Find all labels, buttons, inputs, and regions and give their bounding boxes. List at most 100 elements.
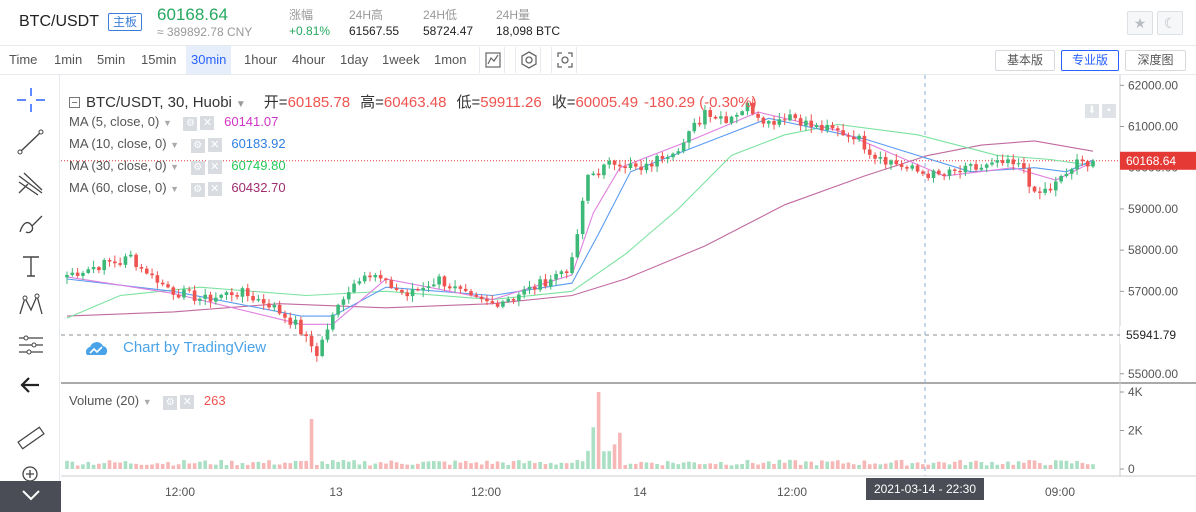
- close-icon[interactable]: ✕: [200, 116, 215, 130]
- volume-bar: [102, 463, 107, 469]
- ruler-tool[interactable]: [14, 423, 48, 453]
- candlestick-chart[interactable]: 62000.0061000.0060000.0059000.0058000.00…: [61, 75, 1196, 512]
- collapse-square-icon[interactable]: [69, 96, 80, 108]
- text-tool[interactable]: [14, 251, 48, 281]
- candle-body: [299, 319, 303, 335]
- scroll-down-button[interactable]: ⬇: [1085, 104, 1099, 118]
- close-icon[interactable]: ✕: [207, 138, 222, 152]
- volume-bar: [543, 464, 548, 469]
- volume-bar: [128, 463, 133, 469]
- gear-icon[interactable]: ⚙: [190, 139, 205, 153]
- stat-24h-volume: 24H量 18,098 BTC: [496, 6, 560, 38]
- timeframe-4hour[interactable]: 4hour: [292, 52, 326, 67]
- volume-bar: [655, 463, 659, 469]
- fib-fan-tool[interactable]: [14, 168, 48, 198]
- timeframe-1min[interactable]: 1min: [54, 52, 83, 67]
- ma-name: MA (10, close, 0): [69, 136, 167, 151]
- time-axis-label: 09:00: [1045, 485, 1075, 499]
- volume-bar: [410, 464, 415, 469]
- depth-chart-button[interactable]: 深度图: [1125, 50, 1186, 71]
- ma30-legend[interactable]: MA (30, close, 0) ▼ ⚙ ✕ 60749.80: [69, 158, 286, 175]
- volume-legend[interactable]: Volume (20) ▼ ⚙ ✕ 263: [69, 393, 226, 410]
- volume-bar: [341, 459, 346, 469]
- ma60-legend[interactable]: MA (60, close, 0) ▼ ⚙ ✕ 60432.70: [69, 180, 286, 197]
- ma10-legend[interactable]: MA (10, close, 0) ▼ ⚙ ✕ 60183.92: [69, 136, 286, 153]
- volume-bar: [708, 463, 713, 469]
- timeframe-1day[interactable]: 1day: [340, 52, 369, 67]
- volume-bar: [915, 462, 920, 469]
- pro-version-button[interactable]: 专业版: [1061, 50, 1119, 71]
- tradingview-watermark[interactable]: Chart by TradingView: [83, 339, 266, 361]
- volume-bar: [862, 460, 867, 469]
- crosshair-tool[interactable]: [14, 85, 48, 115]
- volume-bar: [176, 464, 181, 469]
- ma5-legend[interactable]: MA (5, close, 0) ▼ ⚙ ✕ 60141.07: [69, 114, 278, 131]
- candle-body: [931, 170, 936, 178]
- chevron-down-icon[interactable]: ▼: [235, 99, 246, 110]
- volume-bar: [187, 463, 192, 469]
- candle-body: [1032, 186, 1037, 192]
- candle-body: [1085, 161, 1090, 167]
- favorite-button[interactable]: ★: [1127, 11, 1153, 35]
- chart-settings-button[interactable]: [515, 47, 541, 73]
- candle-body: [1069, 169, 1074, 174]
- theme-toggle-button[interactable]: ☾: [1157, 11, 1183, 35]
- candle-body: [1006, 159, 1010, 164]
- pattern-tool[interactable]: [14, 290, 48, 320]
- candle-body: [139, 267, 144, 269]
- collapse-toolbar-button[interactable]: [0, 481, 61, 512]
- candle-body: [315, 346, 319, 356]
- gear-icon[interactable]: ⚙: [190, 183, 205, 197]
- gear-icon[interactable]: ⚙: [163, 396, 178, 410]
- back-button[interactable]: [14, 370, 48, 400]
- candle-body: [283, 313, 287, 318]
- candle-body: [910, 165, 915, 169]
- gear-icon[interactable]: ⚙: [190, 161, 205, 175]
- close-icon[interactable]: ✕: [207, 160, 222, 174]
- stat-label: 24H高: [349, 8, 384, 22]
- timeframe-30min[interactable]: 30min: [186, 46, 232, 74]
- volume-bar: [782, 462, 787, 469]
- timeframe-1week[interactable]: 1week: [382, 52, 420, 67]
- timeframe-15min[interactable]: 15min: [141, 52, 177, 67]
- brush-tool[interactable]: [14, 210, 48, 240]
- candle-body: [894, 160, 899, 165]
- volume-bar: [724, 464, 728, 469]
- volume-bar: [1032, 460, 1037, 469]
- stat-label: 24H量: [496, 8, 531, 22]
- stat-label: 涨幅: [289, 8, 314, 22]
- indicators-button[interactable]: [479, 47, 505, 73]
- candle-body: [814, 124, 819, 128]
- volume-bar: [304, 460, 309, 469]
- gear-icon[interactable]: ⚙: [183, 117, 198, 131]
- timeframe-5min[interactable]: 5min: [97, 52, 126, 67]
- zoom-in-tool[interactable]: [14, 463, 48, 483]
- trend-line-tool[interactable]: [14, 127, 48, 157]
- chart-area[interactable]: 62000.0061000.0060000.0059000.0058000.00…: [61, 75, 1196, 512]
- screenshot-button[interactable]: [551, 47, 577, 73]
- candle-body: [564, 271, 569, 274]
- candle-body: [485, 298, 489, 302]
- measure-tools[interactable]: [14, 330, 48, 360]
- candle-body: [1059, 176, 1063, 182]
- volume-bar: [123, 461, 128, 469]
- timeframe-1mon[interactable]: 1mon: [434, 52, 467, 67]
- volume-bar: [1027, 460, 1032, 469]
- timeframe-time[interactable]: Time: [9, 52, 38, 67]
- expand-button[interactable]: ▪: [1102, 104, 1116, 118]
- candle-body: [836, 128, 840, 131]
- candle-body: [676, 151, 681, 154]
- close-icon[interactable]: ✕: [207, 182, 222, 196]
- symbol-legend[interactable]: BTC/USDT, 30, Huobi: [86, 94, 232, 111]
- volume-bar: [293, 460, 298, 469]
- volume-bar: [979, 462, 984, 469]
- candle-body: [362, 275, 367, 282]
- candle-body: [883, 157, 888, 165]
- volume-bar: [479, 464, 484, 469]
- timeframe-1hour[interactable]: 1hour: [244, 52, 278, 67]
- candle-body: [1053, 181, 1058, 191]
- close-icon[interactable]: ✕: [180, 395, 195, 409]
- basic-version-button[interactable]: 基本版: [995, 50, 1055, 71]
- volume-bar: [883, 463, 888, 469]
- candle-body: [416, 289, 420, 291]
